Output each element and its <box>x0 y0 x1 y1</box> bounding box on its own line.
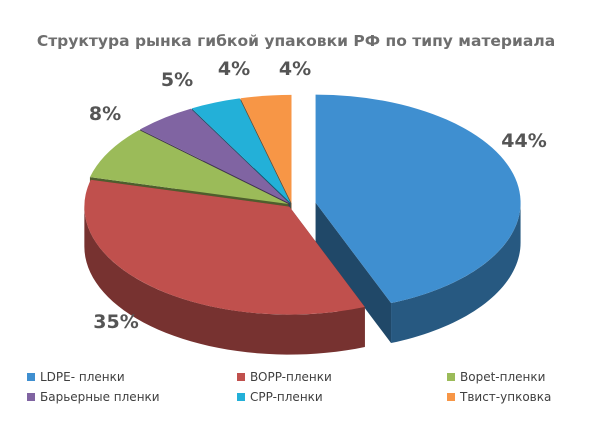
legend-swatch-bopp <box>237 373 245 381</box>
slice-bopp-side <box>84 206 365 355</box>
slice-ldpe-top <box>315 94 521 304</box>
slice-ldpe-side <box>391 202 521 344</box>
slice-cpp-top <box>191 98 291 204</box>
slice-twist-top <box>240 94 292 203</box>
slice-bopp <box>84 179 365 355</box>
data-label-cpp: 4% <box>218 58 250 80</box>
legend-label-bopet: Bopet-пленки <box>460 370 545 384</box>
legend-label-twist: Твист-упковка <box>459 390 551 404</box>
legend-label-bopp: BOPP-пленки <box>250 370 332 384</box>
legend: LDPE- пленки BOPP-пленки Bopet-пленки Ба… <box>27 370 551 404</box>
chart-title: Структура рынка гибкой упаковки РФ по ти… <box>37 32 555 50</box>
data-label-ldpe: 44% <box>501 130 546 152</box>
legend-swatch-ldpe <box>27 373 35 381</box>
legend-swatch-twist <box>447 393 455 401</box>
data-label-barrier: 5% <box>161 69 193 91</box>
data-label-twist: 4% <box>279 58 311 80</box>
pie-slices <box>84 94 521 355</box>
slice-barrier-top <box>140 108 290 204</box>
data-labels: 44% 35% 8% 5% 4% 4% <box>89 58 547 333</box>
slice-bopp-top <box>84 179 365 315</box>
legend-swatch-cpp <box>237 393 245 401</box>
legend-swatch-bopet <box>447 373 455 381</box>
slice-ldpe-wall-1 <box>315 202 392 344</box>
slice-ldpe <box>315 94 521 344</box>
legend-swatch-barrier <box>27 393 35 401</box>
data-label-bopp: 35% <box>93 311 138 333</box>
legend-label-cpp: CPP-пленки <box>250 390 323 404</box>
legend-label-barrier: Барьерные пленки <box>40 390 160 404</box>
legend-label-ldpe: LDPE- пленки <box>40 370 125 384</box>
data-label-bopet: 8% <box>89 103 121 125</box>
slice-bopet-top <box>89 130 289 204</box>
